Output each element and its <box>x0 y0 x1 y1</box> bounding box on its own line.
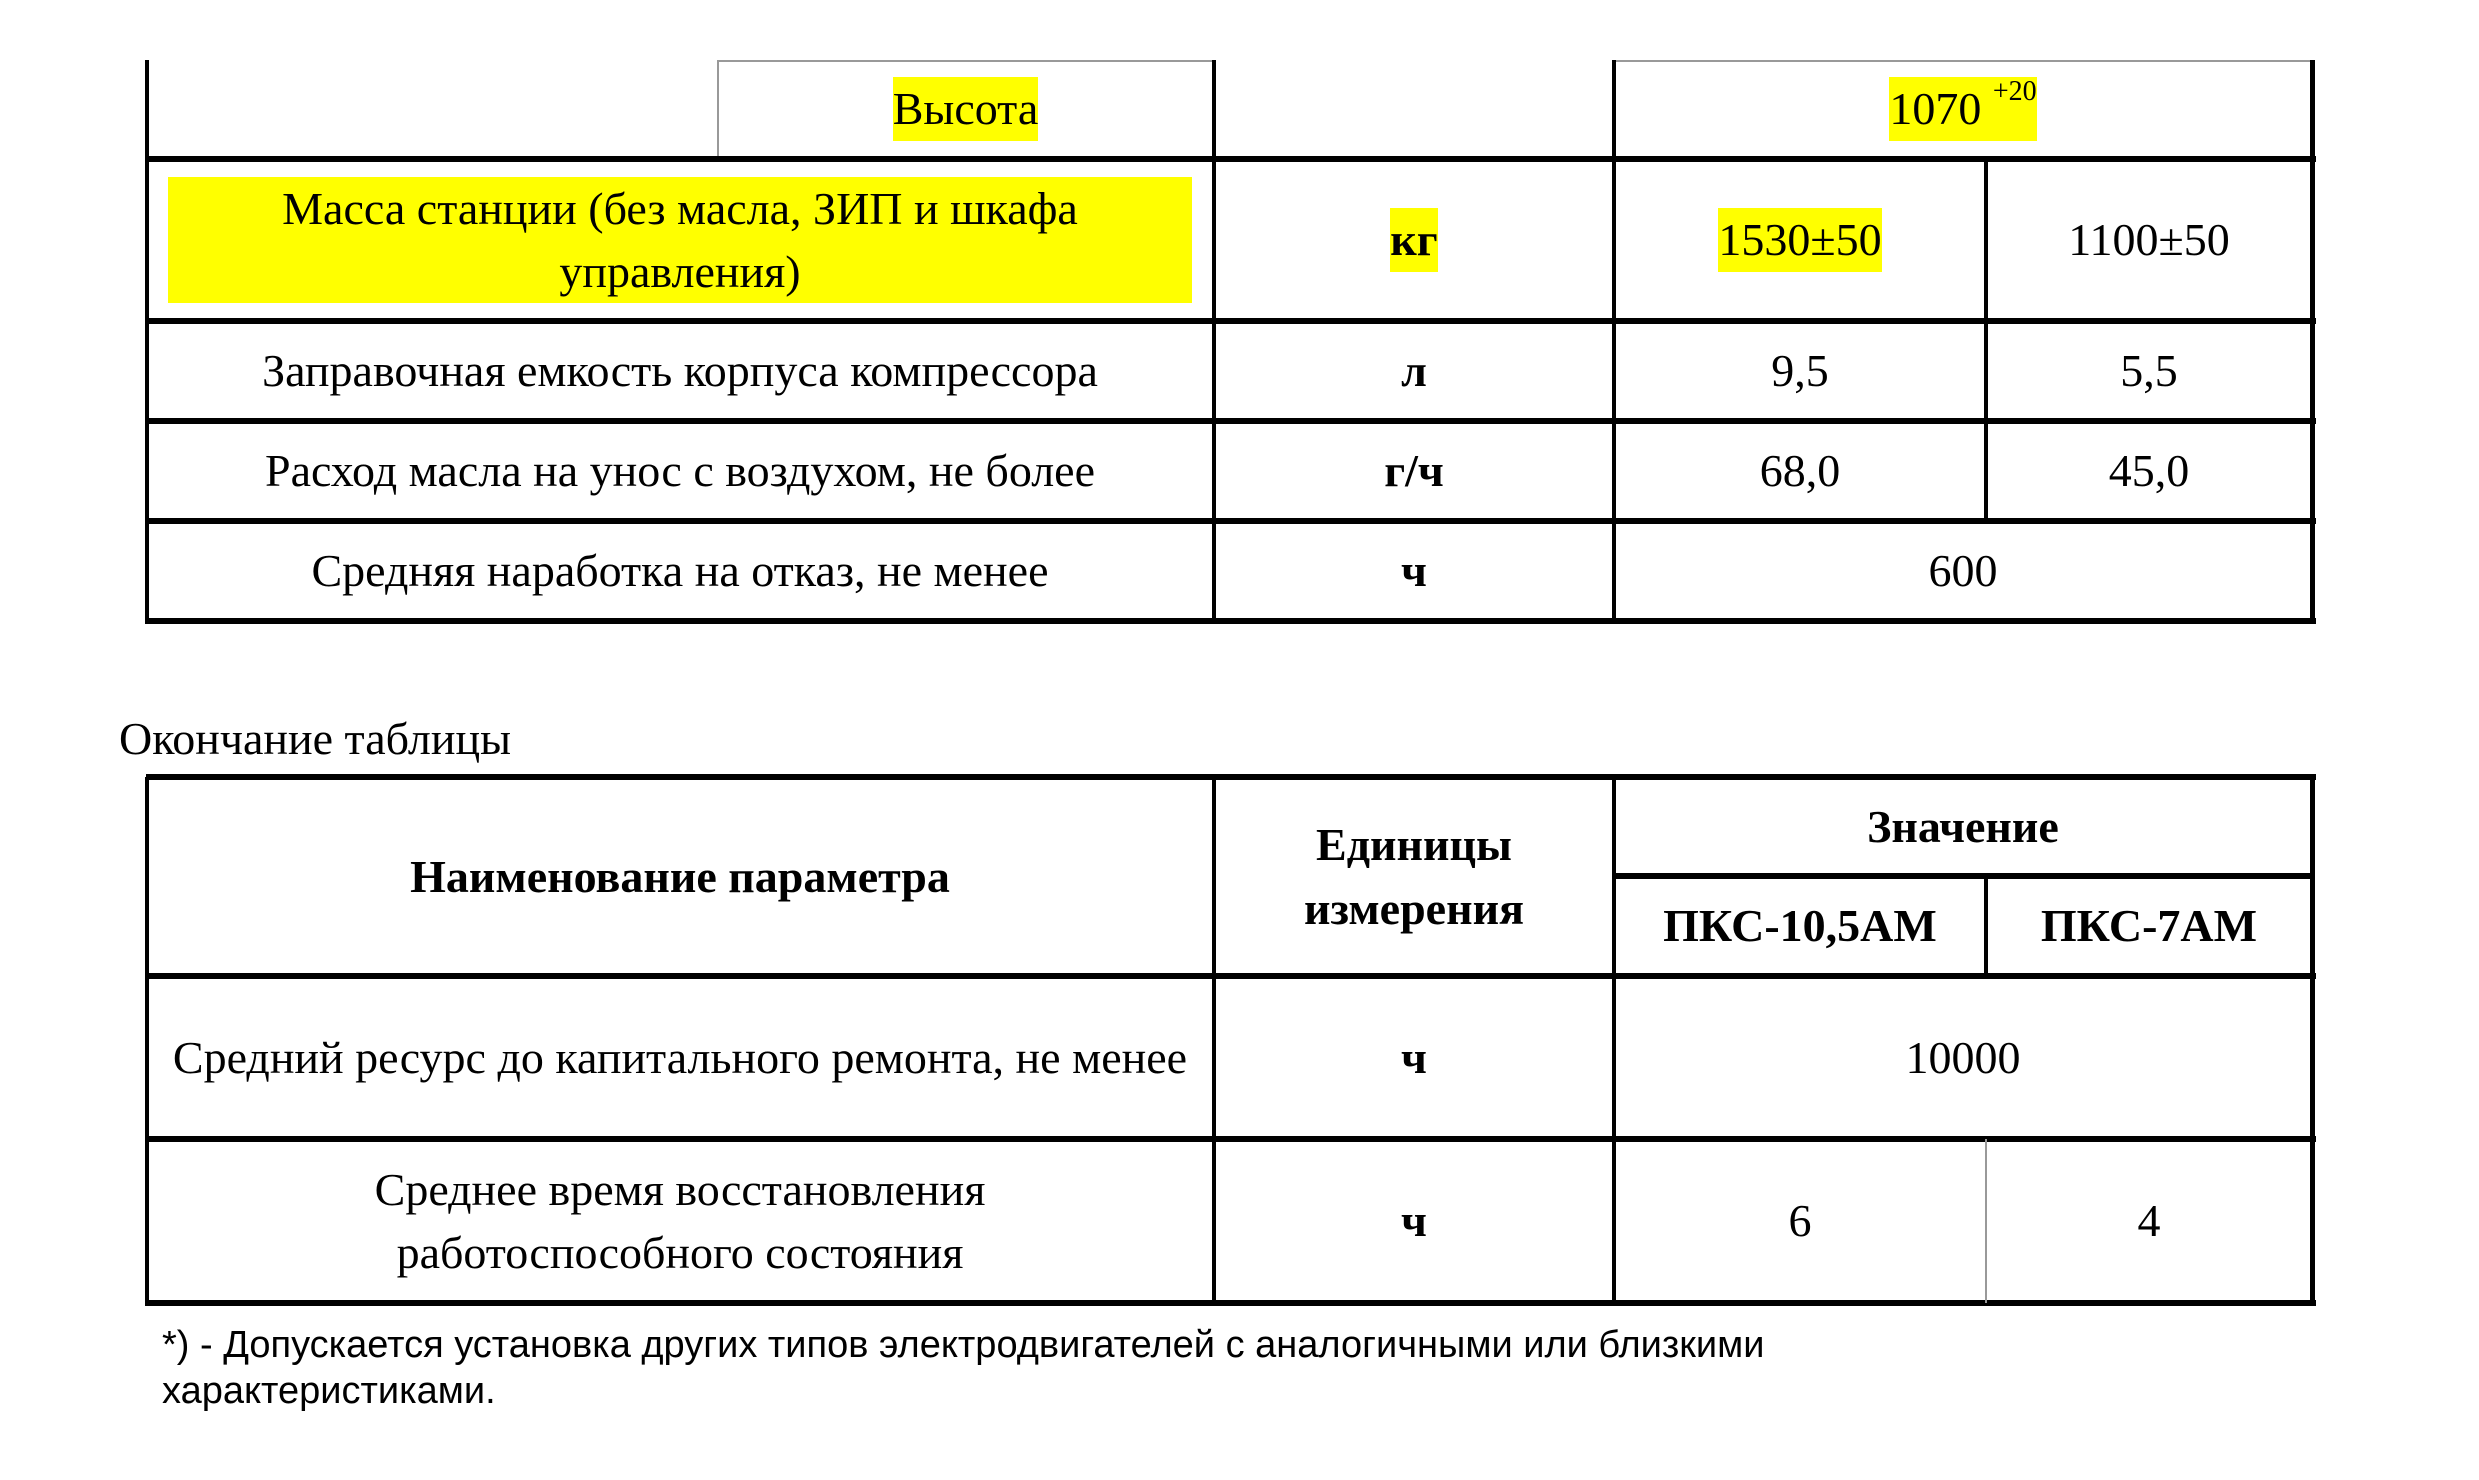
grid-line <box>1984 159 1988 521</box>
unit-cell: ч <box>1401 545 1427 597</box>
value-cell: 1100±50 <box>2068 214 2230 266</box>
value-cell: 6 <box>1788 1195 1812 1247</box>
value-cell: 68,0 <box>1759 445 1841 497</box>
header-model: ПКС-7АМ <box>2040 900 2258 952</box>
param-cell: Высота <box>717 62 1214 156</box>
unit-cell: г/ч <box>1384 445 1444 497</box>
param-cell: Средняя наработка на отказ, не менее <box>311 545 1049 597</box>
grid-line <box>146 1136 2316 1142</box>
value-cell: 45,0 <box>2108 445 2190 497</box>
grid-line <box>146 156 2316 162</box>
param-cell: Заправочная емкость корпуса компрессора <box>262 345 1098 397</box>
value-cell: 10000 <box>1905 1031 2021 1083</box>
header-param: Наименование параметра <box>410 850 950 902</box>
value-height: 1070 +20 <box>1889 76 2037 141</box>
param-cell: Масса станции (без масла, ЗИП и шкафа уп… <box>148 162 1212 318</box>
param-height: Высота <box>892 77 1039 141</box>
unit-cell: л <box>1401 345 1427 397</box>
grid-line <box>146 318 2316 324</box>
grid-line <box>1985 1139 1987 1303</box>
unit-cell: ч <box>1401 1031 1427 1083</box>
unit-cell: кг <box>1216 162 1612 318</box>
param-cell: Среднее время восстановления работоспосо… <box>374 1163 986 1278</box>
grid-line <box>146 973 2316 979</box>
table-caption: Окончание таблицы <box>119 713 511 764</box>
value-cell: 5,5 <box>2120 345 2178 397</box>
footnote: *) - Допускается установка других типов … <box>162 1324 1765 1412</box>
grid-line <box>2310 60 2315 624</box>
grid-line <box>717 60 719 159</box>
param-cell: Расход масла на унос с воздухом, не боле… <box>264 445 1096 497</box>
grid-line <box>1614 60 2312 62</box>
grid-line <box>146 1300 2316 1306</box>
unit-cell: ч <box>1401 1195 1427 1247</box>
grid-line <box>146 518 2316 524</box>
grid-line <box>146 618 2316 624</box>
value-cell: 600 <box>1928 545 1998 597</box>
header-model: ПКС-10,5АМ <box>1663 900 1937 952</box>
grid-line <box>717 60 1214 62</box>
grid-line <box>145 777 149 1306</box>
grid-line <box>1212 60 1216 624</box>
grid-line <box>1984 876 1988 976</box>
grid-line <box>1612 60 1616 624</box>
grid-line <box>146 774 2316 780</box>
param-cell: Средний ресурс до капитального ремонта, … <box>172 1031 1188 1083</box>
grid-line <box>1612 777 1616 1306</box>
grid-line <box>1212 777 1216 1306</box>
value-cell: 4 <box>2137 1195 2161 1247</box>
grid-line <box>145 60 149 624</box>
header-unit: Единицы измерения <box>1304 819 1524 934</box>
value-cell: 1530±50 <box>1616 162 1984 318</box>
grid-line <box>1614 873 2314 879</box>
value-cell: 1070 +20 <box>1614 62 2312 156</box>
grid-line <box>146 418 2316 424</box>
param-mass: Масса станции (без масла, ЗИП и шкафа уп… <box>168 176 1192 304</box>
value-cell: 9,5 <box>1771 345 1829 397</box>
header-value: Значение <box>1867 800 2059 852</box>
grid-line <box>2310 777 2315 1306</box>
